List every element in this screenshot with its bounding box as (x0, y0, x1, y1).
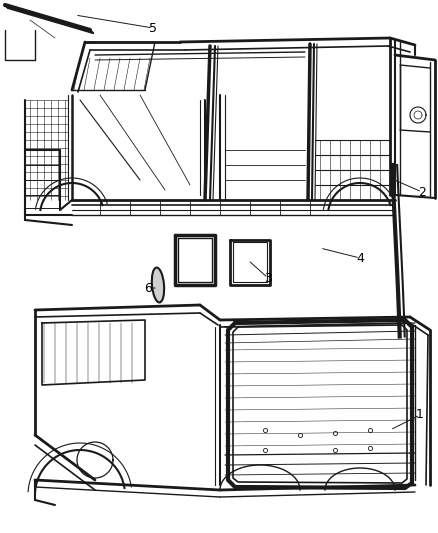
Text: 2: 2 (418, 185, 426, 198)
Text: 6: 6 (144, 281, 152, 295)
Text: 1: 1 (416, 408, 424, 422)
Text: 4: 4 (356, 252, 364, 264)
Text: 5: 5 (149, 21, 157, 35)
Ellipse shape (152, 268, 164, 302)
Text: 3: 3 (264, 271, 272, 285)
